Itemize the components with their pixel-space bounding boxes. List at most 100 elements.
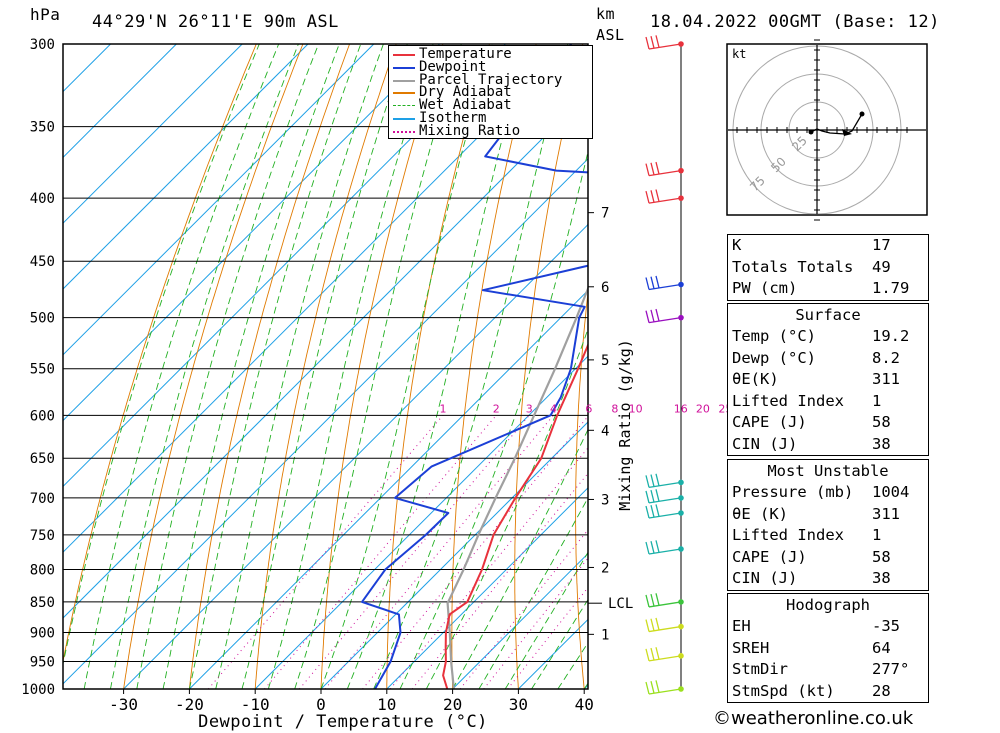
index-row: Lifted Index 1	[728, 525, 928, 547]
axes: 3003504004505005506006507007508008509009…	[21, 37, 732, 732]
index-value: 1004	[872, 483, 910, 501]
index-label: Temp (°C)	[732, 327, 816, 345]
legend-label: Wet Adiabat	[419, 97, 512, 114]
index-row: θE (K) 311	[728, 504, 928, 526]
index-row: SREH 64	[728, 638, 928, 660]
height-tick-label: 3	[601, 492, 609, 508]
km-label: km	[596, 5, 616, 23]
storm-motion-arrow	[842, 129, 852, 136]
table-section-title: Surface	[795, 306, 861, 324]
index-row: CIN (J) 38	[728, 434, 928, 456]
pressure-unit-label: hPa	[30, 5, 61, 24]
plot-area	[63, 44, 588, 689]
isotherm-line	[63, 44, 309, 290]
index-label: θE(K)	[732, 370, 779, 388]
x-tick-label: -20	[175, 695, 204, 714]
height-tick-label: 2	[601, 560, 609, 576]
index-label: StmSpd (kt)	[732, 681, 835, 700]
wind-barb	[645, 647, 684, 662]
index-row: K 17	[728, 235, 928, 257]
legend-swatch	[393, 66, 415, 69]
wind-barb	[645, 161, 684, 177]
mixing-ratio-label: 1	[439, 402, 446, 415]
x-tick-label: 0	[316, 695, 326, 714]
height-tick-label: 1	[601, 627, 609, 643]
pressure-tick-label: 550	[30, 362, 55, 378]
general-indices-table: K 17 Totals Totals 49 PW (cm) 1.79	[727, 234, 929, 301]
index-label: θE (K)	[732, 504, 788, 523]
index-label: CAPE (J)	[732, 413, 807, 431]
index-label: K	[732, 236, 742, 254]
index-value: 17	[872, 236, 891, 254]
dry-adiabat-line	[954, 44, 1000, 689]
index-row: StmSpd (kt) 28	[728, 681, 928, 703]
isotherm-line	[63, 44, 506, 488]
x-tick-label: 40	[575, 695, 594, 714]
isotherm-line	[63, 44, 177, 159]
index-value: 8.2	[872, 348, 900, 367]
isotherm-line	[63, 158, 588, 685]
wind-profile	[645, 35, 684, 695]
index-value: 311	[872, 370, 900, 388]
pressure-tick-label: 750	[30, 528, 55, 544]
index-row: Lifted Index 1	[728, 391, 928, 413]
table-section-title: Most Unstable	[767, 462, 889, 480]
pressure-tick-label: 1000	[21, 682, 55, 698]
parcel-trajectory-line	[446, 285, 588, 689]
index-label: CAPE (J)	[732, 547, 807, 566]
index-label: Totals Totals	[732, 257, 854, 276]
wind-barb	[645, 617, 684, 633]
legend-label: Parcel Trajectory	[419, 71, 563, 88]
dry-adiabat-line	[692, 44, 723, 689]
index-value: 311	[872, 504, 900, 523]
mixing-ratio-label: 20	[696, 402, 710, 415]
isotherm-line	[63, 44, 375, 356]
legend-label: Dewpoint	[419, 58, 487, 75]
wind-barb	[645, 35, 684, 50]
legend-swatch	[393, 79, 415, 82]
wet-adiabat-line	[294, 44, 462, 689]
index-row: CIN (J) 38	[728, 568, 928, 590]
pressure-tick-label: 950	[30, 655, 55, 671]
x-tick-label: 20	[443, 695, 462, 714]
legend-swatch	[393, 105, 415, 107]
index-row: Temp (°C) 19.2	[728, 326, 928, 348]
pressure-tick-label: 850	[30, 595, 55, 611]
lcl-label: LCL	[608, 596, 633, 612]
x-tick-label: 10	[377, 695, 396, 714]
location-title: 44°29'N 26°11'E 90m ASL	[92, 12, 339, 32]
hodograph-unit: kt	[732, 47, 746, 61]
index-label: PW (cm)	[732, 279, 798, 297]
most-unstable-table: Most Unstable Pressure (mb) 1004 θE (K) 311 L…	[727, 459, 929, 591]
index-row: PW (cm) 1.79	[728, 278, 928, 300]
mixing-ratio-label: 2	[493, 402, 500, 415]
isotherm-line	[386, 487, 588, 689]
legend: Temperature Dewpoint Parcel Trajectory Dry …	[388, 45, 593, 139]
x-tick-label: -30	[109, 695, 138, 714]
index-row: θE(K) 311	[728, 369, 928, 391]
index-value: 1	[872, 526, 882, 544]
height-tick-label: 7	[601, 206, 609, 222]
wind-barb	[645, 189, 684, 204]
isotherm-line	[254, 355, 588, 689]
sounding-profiles	[361, 44, 588, 689]
index-label: CIN (J)	[732, 434, 798, 453]
isotherm-line	[320, 421, 588, 689]
index-label: StmDir	[732, 660, 788, 678]
asl-label: ASL	[596, 26, 625, 44]
index-label: Dewp (°C)	[732, 348, 816, 367]
mixing-ratio-label: 3	[526, 402, 533, 415]
height-tick-label: 4	[601, 423, 609, 439]
mixing-ratio-label: 10	[629, 402, 643, 415]
pressure-tick-label: 450	[30, 254, 55, 270]
index-row: CAPE (J) 58	[728, 412, 928, 434]
index-value: 19.2	[872, 327, 910, 345]
isotherm-line	[452, 552, 588, 689]
index-label: Lifted Index	[732, 526, 844, 544]
wet-adiabat-line	[504, 551, 588, 689]
wind-barb	[645, 489, 684, 504]
wind-barb	[645, 540, 684, 555]
surface-table: Surface Temp (°C) 19.2 Dewp (°C) 8.2 θE(K) 311…	[727, 303, 929, 456]
